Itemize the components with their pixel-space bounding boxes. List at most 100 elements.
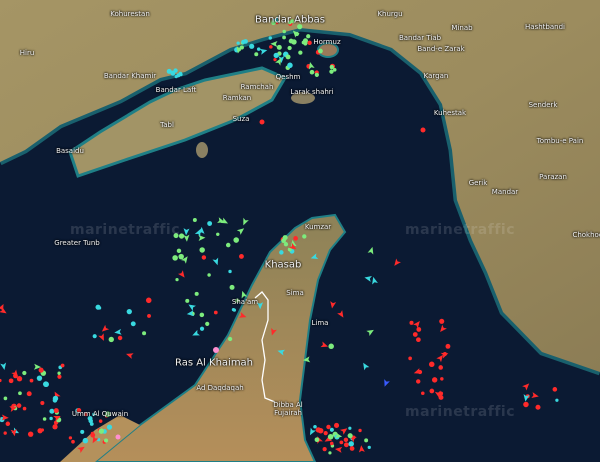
- vessel-arrow-icon[interactable]: [0, 307, 8, 316]
- vessel-marker[interactable]: [315, 427, 322, 433]
- vessel-marker[interactable]: [416, 327, 422, 332]
- vessel-marker[interactable]: [207, 273, 211, 277]
- vessel-marker[interactable]: [52, 395, 59, 402]
- vessel-marker[interactable]: [326, 424, 331, 430]
- vessel-marker[interactable]: [239, 253, 244, 259]
- vessel-marker[interactable]: [415, 379, 421, 384]
- vessel-arrow-icon[interactable]: [269, 327, 277, 336]
- vessel-arrow-icon[interactable]: [187, 302, 196, 311]
- vessel-marker[interactable]: [104, 411, 111, 417]
- vessel-arrow-icon[interactable]: [194, 228, 203, 237]
- vessel-marker[interactable]: [287, 45, 292, 51]
- vessel-marker[interactable]: [3, 396, 8, 401]
- vessel-marker[interactable]: [173, 233, 179, 239]
- vessel-marker[interactable]: [322, 447, 327, 452]
- vessel-marker[interactable]: [256, 47, 261, 51]
- vessel-marker[interactable]: [117, 335, 123, 341]
- vessel-marker[interactable]: [199, 247, 205, 253]
- vessel-marker[interactable]: [42, 381, 49, 387]
- vessel-arrow-icon[interactable]: [277, 348, 286, 356]
- vessel-marker[interactable]: [36, 375, 43, 381]
- vessel-marker[interactable]: [174, 75, 178, 79]
- vessel-marker[interactable]: [285, 54, 291, 60]
- vessel-marker[interactable]: [343, 437, 349, 443]
- vessel-marker[interactable]: [29, 378, 34, 383]
- vessel-marker[interactable]: [60, 363, 65, 368]
- vessel-marker[interactable]: [288, 20, 292, 25]
- vessel-marker[interactable]: [313, 424, 317, 429]
- vessel-marker[interactable]: [347, 433, 353, 439]
- vessel-arrow-icon[interactable]: [522, 394, 530, 402]
- vessel-arrow-icon[interactable]: [98, 333, 106, 342]
- vessel-marker[interactable]: [13, 373, 18, 379]
- vessel-marker[interactable]: [364, 438, 369, 443]
- vessel-marker[interactable]: [76, 408, 82, 413]
- vessel-marker[interactable]: [22, 370, 27, 376]
- vessel-marker[interactable]: [535, 404, 541, 410]
- vessel-marker[interactable]: [329, 69, 334, 74]
- vessel-arrow-icon[interactable]: [440, 350, 450, 359]
- vessel-marker[interactable]: [142, 331, 147, 336]
- vessel-marker[interactable]: [439, 391, 444, 396]
- vessel-marker[interactable]: [323, 431, 328, 436]
- vessel-marker[interactable]: [178, 233, 185, 239]
- vessel-marker[interactable]: [108, 336, 114, 343]
- vessel-arrow-icon[interactable]: [278, 56, 285, 64]
- vessel-marker[interactable]: [269, 45, 273, 49]
- vessel-marker[interactable]: [68, 436, 73, 440]
- vessel-arrow-icon[interactable]: [236, 226, 246, 235]
- vessel-marker[interactable]: [412, 332, 418, 337]
- vessel-marker[interactable]: [273, 58, 277, 62]
- vessel-marker[interactable]: [273, 52, 279, 58]
- vessel-arrow-icon[interactable]: [307, 427, 316, 437]
- vessel-marker[interactable]: [555, 398, 559, 402]
- vessel-marker[interactable]: [178, 71, 183, 76]
- vessel-marker[interactable]: [185, 298, 190, 303]
- vessel-arrow-icon[interactable]: [275, 57, 284, 66]
- vessel-marker[interactable]: [351, 435, 356, 440]
- vessel-marker[interactable]: [309, 69, 315, 75]
- vessel-arrow-icon[interactable]: [323, 435, 333, 445]
- vessel-marker[interactable]: [26, 391, 32, 397]
- vessel-arrow-icon[interactable]: [364, 275, 372, 282]
- vessel-arrow-icon[interactable]: [114, 328, 122, 336]
- vessel-marker[interactable]: [314, 72, 319, 78]
- vessel-marker[interactable]: [216, 232, 220, 237]
- vessel-marker[interactable]: [348, 426, 352, 430]
- vessel-marker[interactable]: [328, 343, 334, 350]
- vessel-arrow-icon[interactable]: [125, 351, 134, 359]
- vessel-marker[interactable]: [329, 427, 334, 432]
- vessel-marker[interactable]: [302, 234, 307, 239]
- vessel-marker[interactable]: [57, 374, 62, 379]
- vessel-marker[interactable]: [213, 347, 219, 353]
- vessel-marker[interactable]: [201, 255, 207, 260]
- vessel-marker[interactable]: [170, 70, 175, 75]
- vessel-marker[interactable]: [42, 417, 47, 421]
- vessel-arrow-icon[interactable]: [241, 217, 249, 227]
- vessel-marker[interactable]: [367, 445, 371, 450]
- vessel-arrow-icon[interactable]: [217, 217, 225, 225]
- vessel-marker[interactable]: [98, 306, 102, 310]
- vessel-arrow-icon[interactable]: [183, 228, 190, 236]
- vessel-marker[interactable]: [298, 50, 303, 55]
- vessel-arrow-icon[interactable]: [334, 432, 343, 439]
- vessel-marker[interactable]: [38, 367, 44, 373]
- vessel-marker[interactable]: [348, 441, 354, 447]
- vessel-marker[interactable]: [90, 431, 95, 436]
- vessel-marker[interactable]: [22, 406, 27, 411]
- vessel-marker[interactable]: [52, 424, 58, 430]
- vessel-arrow-icon[interactable]: [291, 28, 300, 38]
- vessel-arrow-icon[interactable]: [238, 312, 248, 320]
- vessel-marker[interactable]: [235, 298, 240, 303]
- vessel-marker[interactable]: [229, 284, 235, 290]
- vessel-marker[interactable]: [329, 64, 335, 70]
- vessel-marker[interactable]: [27, 431, 34, 437]
- vessel-marker[interactable]: [213, 310, 218, 315]
- vessel-marker[interactable]: [254, 52, 259, 57]
- vessel-marker[interactable]: [225, 242, 231, 248]
- vessel-arrow-icon[interactable]: [198, 234, 206, 241]
- vessel-arrow-icon[interactable]: [361, 361, 370, 371]
- vessel-marker[interactable]: [279, 250, 284, 255]
- vessel-arrow-icon[interactable]: [183, 234, 190, 242]
- vessel-arrow-icon[interactable]: [53, 413, 62, 422]
